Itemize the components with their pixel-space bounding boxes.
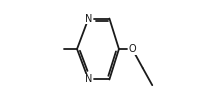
- Text: N: N: [85, 74, 92, 84]
- Text: O: O: [128, 44, 136, 54]
- Text: N: N: [85, 14, 92, 24]
